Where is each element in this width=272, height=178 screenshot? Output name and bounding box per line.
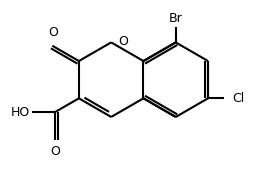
Text: Br: Br — [169, 12, 183, 25]
Text: O: O — [48, 26, 58, 39]
Text: O: O — [51, 145, 60, 158]
Text: Cl: Cl — [232, 92, 245, 105]
Text: HO: HO — [11, 106, 30, 119]
Text: O: O — [119, 35, 128, 48]
